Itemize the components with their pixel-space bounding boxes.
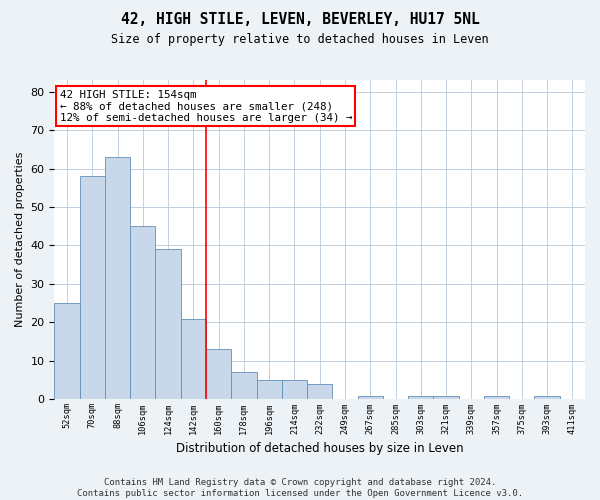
- Text: 42 HIGH STILE: 154sqm
← 88% of detached houses are smaller (248)
12% of semi-det: 42 HIGH STILE: 154sqm ← 88% of detached …: [60, 90, 352, 123]
- Text: 42, HIGH STILE, LEVEN, BEVERLEY, HU17 5NL: 42, HIGH STILE, LEVEN, BEVERLEY, HU17 5N…: [121, 12, 479, 28]
- Bar: [282, 380, 307, 400]
- Bar: [535, 396, 560, 400]
- Bar: [55, 303, 80, 400]
- Bar: [130, 226, 155, 400]
- Y-axis label: Number of detached properties: Number of detached properties: [15, 152, 25, 328]
- Bar: [206, 350, 231, 400]
- Bar: [358, 396, 383, 400]
- Bar: [307, 384, 332, 400]
- Bar: [155, 250, 181, 400]
- Bar: [105, 157, 130, 400]
- Text: Size of property relative to detached houses in Leven: Size of property relative to detached ho…: [111, 32, 489, 46]
- Bar: [484, 396, 509, 400]
- Bar: [433, 396, 458, 400]
- Bar: [181, 318, 206, 400]
- Bar: [231, 372, 257, 400]
- Bar: [257, 380, 282, 400]
- Bar: [80, 176, 105, 400]
- Bar: [408, 396, 433, 400]
- Text: Contains HM Land Registry data © Crown copyright and database right 2024.
Contai: Contains HM Land Registry data © Crown c…: [77, 478, 523, 498]
- X-axis label: Distribution of detached houses by size in Leven: Distribution of detached houses by size …: [176, 442, 464, 455]
